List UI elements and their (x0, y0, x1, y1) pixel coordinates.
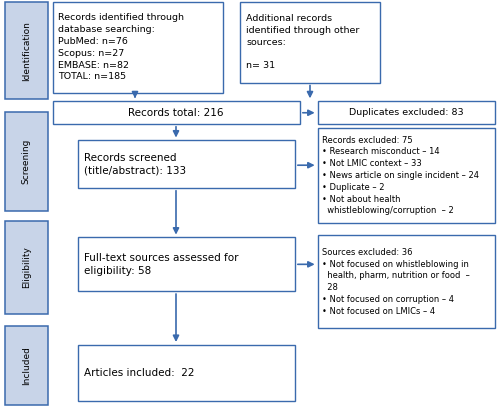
Text: Eligibility: Eligibility (22, 247, 31, 288)
Text: Included: Included (22, 346, 31, 385)
Bar (78, 237, 295, 291)
Bar (318, 235, 495, 328)
Text: Identification: Identification (22, 21, 31, 81)
Text: Full-text sources assessed for
eligibility: 58: Full-text sources assessed for eligibili… (84, 253, 238, 276)
Bar (78, 345, 295, 401)
Text: Articles included:  22: Articles included: 22 (84, 368, 194, 378)
Bar (318, 101, 495, 124)
Text: Records screened
(title/abstract): 133: Records screened (title/abstract): 133 (84, 152, 186, 176)
Bar (5, 112, 48, 211)
Text: Records total: 216: Records total: 216 (128, 107, 224, 118)
Text: Records identified through
database searching:
PubMed: n=76
Scopus: n=27
EMBASE:: Records identified through database sear… (58, 14, 184, 81)
Bar (5, 326, 48, 405)
Bar (240, 2, 380, 83)
Bar (5, 2, 48, 99)
Bar (52, 2, 222, 93)
Bar (318, 128, 495, 223)
Text: Sources excluded: 36
• Not focused on whistleblowing in
  health, pharm, nutriti: Sources excluded: 36 • Not focused on wh… (322, 248, 470, 316)
Bar (52, 101, 300, 124)
Text: Records excluded: 75
• Research misconduct – 14
• Not LMIC context – 33
• News a: Records excluded: 75 • Research miscondu… (322, 135, 480, 216)
Text: Additional records
identified through other
sources:

n= 31: Additional records identified through ot… (246, 14, 360, 71)
Bar (5, 221, 48, 314)
Text: Duplicates excluded: 83: Duplicates excluded: 83 (349, 108, 464, 117)
Bar (78, 140, 295, 188)
Text: Screening: Screening (22, 138, 31, 184)
